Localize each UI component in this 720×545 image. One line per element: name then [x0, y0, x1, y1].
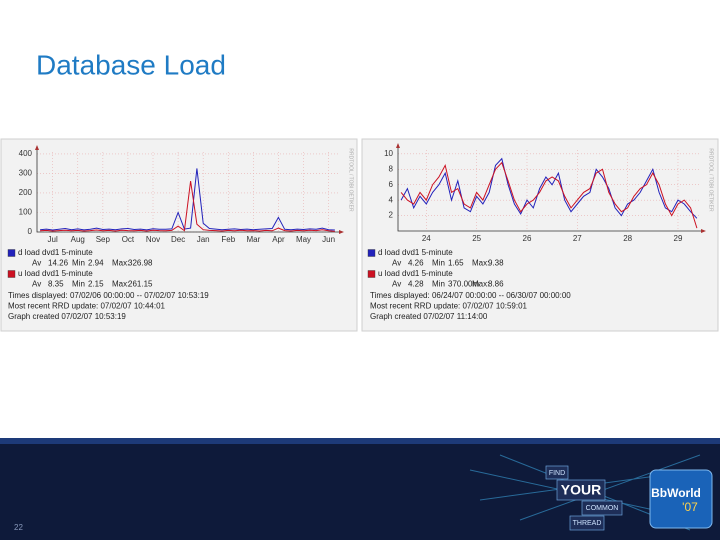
logo-box	[569, 515, 605, 531]
data-line	[400, 157, 698, 219]
stat-label: Av	[32, 280, 41, 289]
graph-note: Times displayed: 06/24/07 00:00:00 -- 06…	[370, 291, 571, 300]
stat-value: 326.98	[128, 259, 153, 268]
axis	[397, 144, 704, 232]
logo-box	[581, 500, 623, 516]
x-tick-label: Jul	[48, 235, 58, 244]
x-tick-label: Dec	[171, 235, 185, 244]
y-tick-label: 400	[19, 149, 33, 158]
axis	[36, 146, 342, 233]
x-tick-label: Sep	[96, 235, 111, 244]
legend-swatch	[7, 249, 16, 257]
stat-value: 8.86	[488, 280, 504, 289]
stat-label: Max:	[112, 280, 129, 289]
graph-note: Graph created 07/02/07 10:53:19	[8, 312, 126, 321]
x-tick-label: Aug	[71, 235, 85, 244]
watermark: RRDTOOL / TOBI OETIKER	[348, 148, 354, 212]
y-tick-label: 4	[389, 195, 394, 204]
logo-text: FIND	[549, 470, 565, 477]
x-tick-label: Feb	[221, 235, 235, 244]
x-tick-label: Jun	[322, 235, 335, 244]
stat-value: 2.94	[88, 259, 104, 268]
x-tick-label: 29	[674, 234, 683, 243]
graph-note: Graph created 07/02/07 11:14:00	[370, 312, 488, 321]
stat-label: Max:	[112, 259, 129, 268]
graph-note: Most recent RRD update: 07/02/07 10:59:0…	[370, 302, 528, 311]
graph-note: Most recent RRD update: 07/02/07 10:44:0…	[8, 302, 166, 311]
footer-band	[0, 438, 720, 540]
legend-label: u load dvd1 5-minute	[378, 269, 453, 278]
x-tick-label: 25	[472, 234, 481, 243]
x-tick-label: Nov	[146, 235, 160, 244]
x-tick-label: Mar	[246, 235, 260, 244]
legend-label: d load dvd1 5-minute	[18, 248, 93, 257]
stat-value: 4.26	[408, 259, 424, 268]
legend-label: u load dvd1 5-minute	[18, 269, 93, 278]
logo-text: THREAD	[573, 520, 602, 527]
y-tick-label: 6	[389, 180, 394, 189]
graph-note: Times displayed: 07/02/06 00:00:00 -- 07…	[8, 291, 209, 300]
logo-box	[556, 479, 606, 501]
y-tick-label: 0	[28, 227, 33, 236]
x-tick-label: 24	[422, 234, 431, 243]
stat-label: Min	[72, 280, 85, 289]
legend-swatch	[367, 249, 376, 257]
x-tick-label: 26	[523, 234, 532, 243]
stat-value: 9.38	[488, 259, 504, 268]
stat-value: 2.15	[88, 280, 104, 289]
logo: FIND YOUR COMMON THREAD BbWorld '07	[469, 454, 713, 531]
stat-label: Max:	[472, 280, 489, 289]
chart-panel	[361, 138, 719, 332]
footer-stripe	[0, 438, 720, 444]
stat-label: Min	[432, 259, 445, 268]
logo-text: YOUR	[561, 482, 601, 498]
y-tick-label: 300	[19, 169, 33, 178]
stat-value: 4.28	[408, 280, 424, 289]
y-tick-label: 100	[19, 208, 33, 217]
x-tick-label: May	[296, 235, 311, 244]
slide-title: Database Load	[36, 49, 226, 80]
legend-swatch	[7, 270, 16, 278]
data-line	[400, 161, 698, 229]
x-tick-label: Apr	[272, 235, 285, 244]
x-tick-label: 28	[623, 234, 632, 243]
y-tick-label: 10	[384, 149, 393, 158]
stat-label: Av	[392, 259, 401, 268]
event-badge	[649, 469, 713, 529]
stat-value: 14.26	[48, 259, 69, 268]
y-tick-label: 2	[389, 211, 394, 220]
stat-label: Min	[72, 259, 85, 268]
x-tick-label: Oct	[122, 235, 135, 244]
data-line	[40, 168, 335, 231]
event-year: '07	[682, 500, 698, 514]
data-line	[40, 181, 335, 232]
stat-label: Max:	[472, 259, 489, 268]
legend-swatch	[367, 270, 376, 278]
stat-label: Av	[392, 280, 401, 289]
x-tick-label: 27	[573, 234, 582, 243]
stat-value: 261.15	[128, 280, 153, 289]
logo-box	[545, 465, 569, 480]
x-tick-label: Jan	[197, 235, 210, 244]
stat-value: 1.65	[448, 259, 464, 268]
y-tick-label: 8	[389, 164, 394, 173]
chart-panel	[0, 138, 358, 332]
stat-label: Av	[32, 259, 41, 268]
stat-value: 8.35	[48, 280, 64, 289]
watermark: RRDTOOL / TOBI OETIKER	[708, 148, 714, 212]
y-tick-label: 200	[19, 188, 33, 197]
page-number: 22	[14, 523, 23, 532]
legend-label: d load dvd1 5-minute	[378, 248, 453, 257]
stat-value: 370.00m	[448, 280, 479, 289]
logo-text: COMMON	[586, 505, 619, 512]
event-name: BbWorld	[651, 486, 701, 500]
stat-label: Min	[432, 280, 445, 289]
